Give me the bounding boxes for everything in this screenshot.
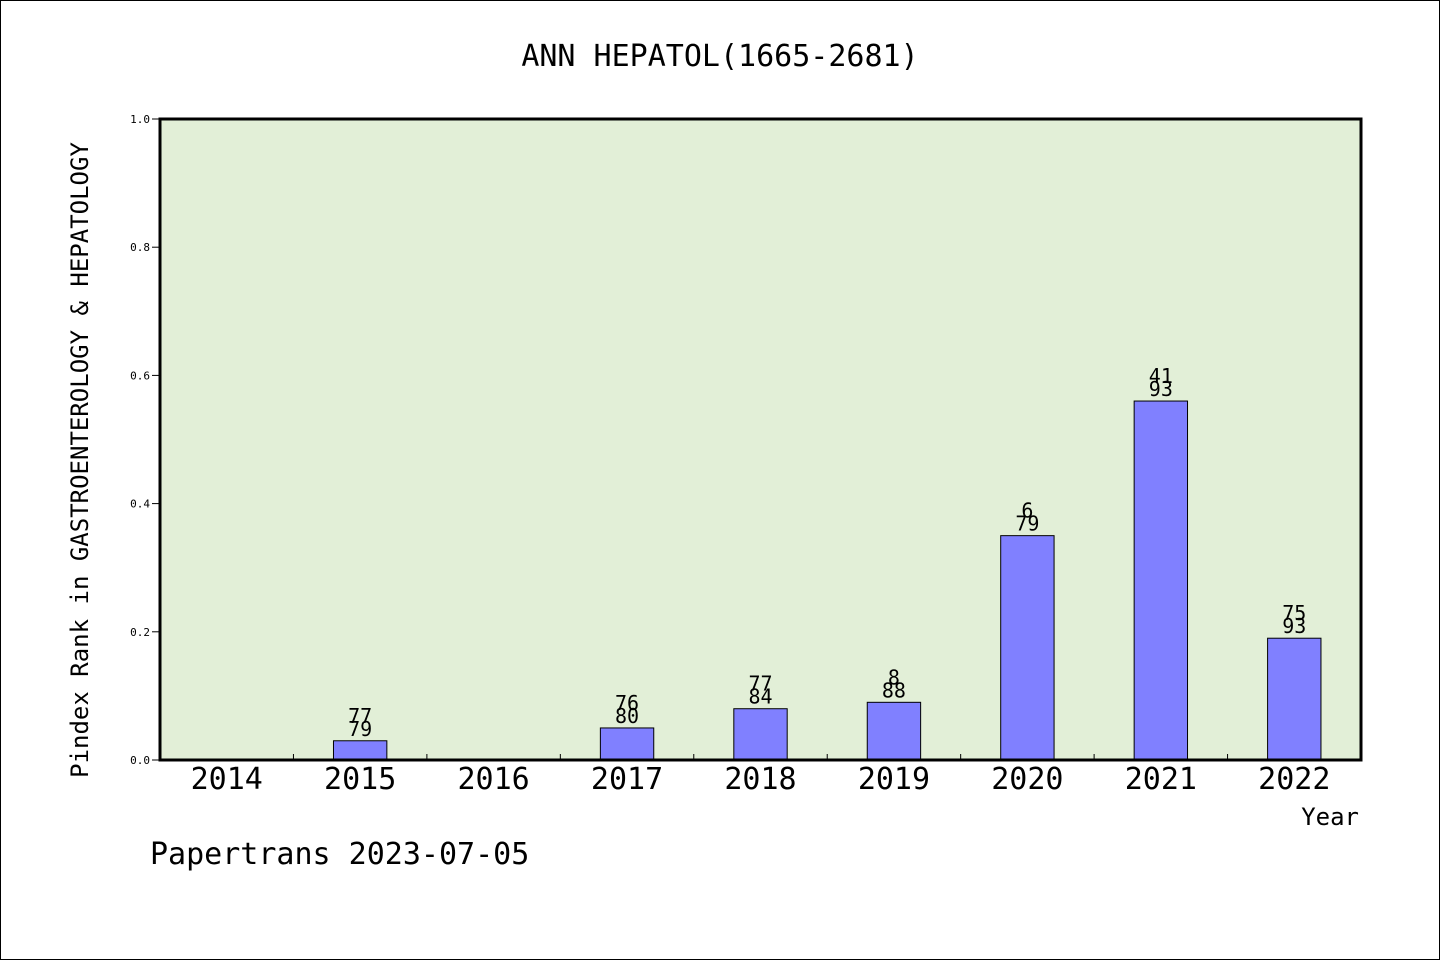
x-axis: 2014 2015 2016 2017 2018 2019 2020 2021 2022	[191, 754, 1330, 797]
x-tick-label: 2018	[724, 762, 796, 797]
bar	[866, 701, 922, 761]
y-axis-label: Pindex Rank in GASTROENTEROLOGY & HEPATO…	[66, 142, 94, 778]
bar-label-top: 76	[615, 691, 639, 715]
bar-label-bottom: 84	[748, 685, 772, 709]
plot-border	[158, 117, 1363, 762]
y-axis: 0.0 0.2 0.4 0.6 0.8 1.0	[130, 113, 160, 767]
x-tick-label: 2017	[591, 762, 663, 797]
bar-label-bottom: 88	[882, 678, 906, 702]
y-tick-label: 0.6	[130, 369, 150, 382]
y-tick-label: 0.4	[130, 498, 150, 511]
bar-label-top: 77	[348, 704, 372, 728]
x-tick-label: 2014	[191, 762, 263, 797]
bar	[1000, 535, 1055, 761]
y-tick-label: 0.8	[130, 241, 150, 254]
bar	[1133, 400, 1189, 761]
x-tick-label: 2020	[991, 762, 1063, 797]
bar	[599, 727, 655, 761]
bar-label-top: 41	[1149, 364, 1173, 388]
x-tick-label: 2022	[1258, 762, 1330, 797]
y-tick-label: 0.2	[130, 626, 150, 639]
x-tick-label: 2015	[324, 762, 396, 797]
chart-title: ANN HEPATOL(1665-2681)	[521, 39, 918, 74]
x-tick-label: 2016	[457, 762, 529, 797]
bar-label-bottom: 79	[348, 717, 372, 741]
bar-label-top: 8	[888, 665, 900, 689]
bar	[332, 740, 388, 761]
y-tick-label: 0.0	[130, 754, 150, 767]
bar-label-bottom: 80	[615, 704, 639, 728]
bar-label-bottom: 79	[1015, 512, 1039, 536]
footer-text: Papertrans 2023-07-05	[150, 837, 529, 872]
x-tick-label: 2019	[858, 762, 930, 797]
x-axis-label: Year	[1301, 803, 1359, 831]
bar-label-bottom: 93	[1149, 377, 1173, 401]
bar-label-bottom: 93	[1282, 614, 1306, 638]
bar	[1267, 637, 1322, 761]
bar	[733, 708, 788, 761]
bar-label-top: 6	[1021, 499, 1033, 523]
x-tick-label: 2021	[1125, 762, 1197, 797]
bar-label-top: 77	[748, 672, 772, 696]
y-tick-label: 1.0	[130, 113, 150, 126]
bar-label-top: 75	[1282, 601, 1306, 625]
